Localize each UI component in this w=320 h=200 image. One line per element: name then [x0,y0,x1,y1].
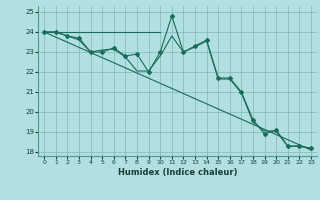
X-axis label: Humidex (Indice chaleur): Humidex (Indice chaleur) [118,168,237,177]
